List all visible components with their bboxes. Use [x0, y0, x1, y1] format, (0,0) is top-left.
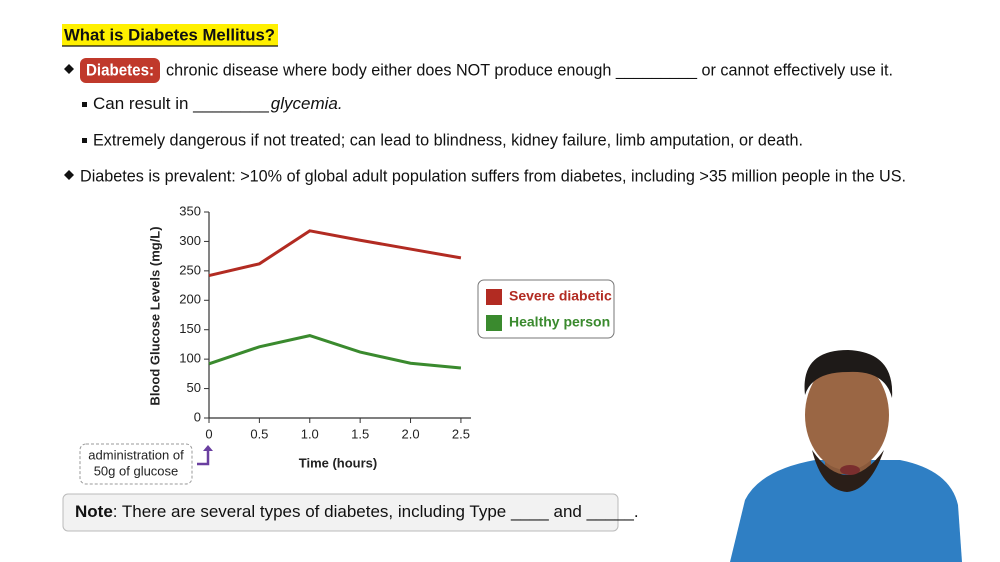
note-label: Note: [75, 502, 113, 521]
legend-swatch: [486, 315, 502, 331]
y-tick-label: 0: [194, 409, 201, 424]
title-highlight: [62, 24, 278, 46]
presenter: [730, 350, 962, 562]
face: [805, 360, 889, 470]
y-tick-label: 250: [179, 262, 201, 277]
sub-bullet-text: Extremely dangerous if not treated; can …: [93, 130, 803, 149]
note-box: [62, 493, 619, 532]
x-tick-label: 1.0: [301, 426, 319, 441]
annotation: administration of: [88, 447, 184, 462]
y-axis-label: Blood Glucose Levels (mg/L): [147, 226, 162, 405]
legend-swatch: [486, 289, 502, 305]
italic-text: glycemia.: [271, 94, 343, 113]
annotation: 50g of glucose: [94, 463, 179, 478]
x-tick-label: 1.5: [351, 426, 369, 441]
x-tick-label: 0: [205, 426, 212, 441]
legend-box: [477, 279, 615, 339]
series-line: [208, 334, 462, 370]
hair: [804, 350, 893, 398]
sub-bullet: [82, 138, 87, 143]
annotation-box: [79, 443, 193, 485]
x-axis-label: Time (hours): [299, 455, 378, 470]
arrow-head: [203, 445, 213, 451]
mouth: [840, 465, 860, 475]
text: Can result in ________: [93, 94, 269, 113]
legend-label: Severe diabetic: [509, 288, 612, 304]
label-badge: [80, 58, 160, 83]
series-line: [208, 229, 462, 278]
x-tick-label: 2.5: [452, 426, 470, 441]
y-tick-label: 150: [179, 321, 201, 336]
y-tick-label: 300: [179, 233, 201, 248]
arrow: [197, 449, 210, 466]
y-tick-label: 50: [187, 380, 201, 395]
title: What is Diabetes Mellitus?: [64, 25, 275, 44]
bullet: [64, 170, 74, 180]
y-tick-label: 200: [179, 292, 201, 307]
note-text: : There are several types of diabetes, i…: [113, 502, 639, 521]
x-tick-label: 2.0: [401, 426, 419, 441]
chart: 0 50 100 150 200 250 300 350 0 0.5 1.0 1.5 2.0 2.5 Tim…: [147, 203, 615, 470]
shirt: [730, 460, 962, 562]
note: Note: There are several types of diabete…: [75, 502, 639, 521]
beard: [812, 450, 884, 492]
label: Diabetes:: [86, 60, 154, 79]
sub-bullet-text: Can result in ________ glycemia.: [93, 94, 343, 113]
y-tick-label: 350: [179, 203, 201, 218]
legend-label: Healthy person: [509, 314, 610, 330]
x-tick-label: 0.5: [250, 426, 268, 441]
bullet: [64, 64, 74, 74]
bullet-text: chronic disease where body either does N…: [166, 60, 893, 79]
y-tick-label: 100: [179, 351, 201, 366]
sub-bullet: [82, 102, 87, 107]
bullet-text: Diabetes is prevalent: >10% of global ad…: [80, 166, 906, 185]
